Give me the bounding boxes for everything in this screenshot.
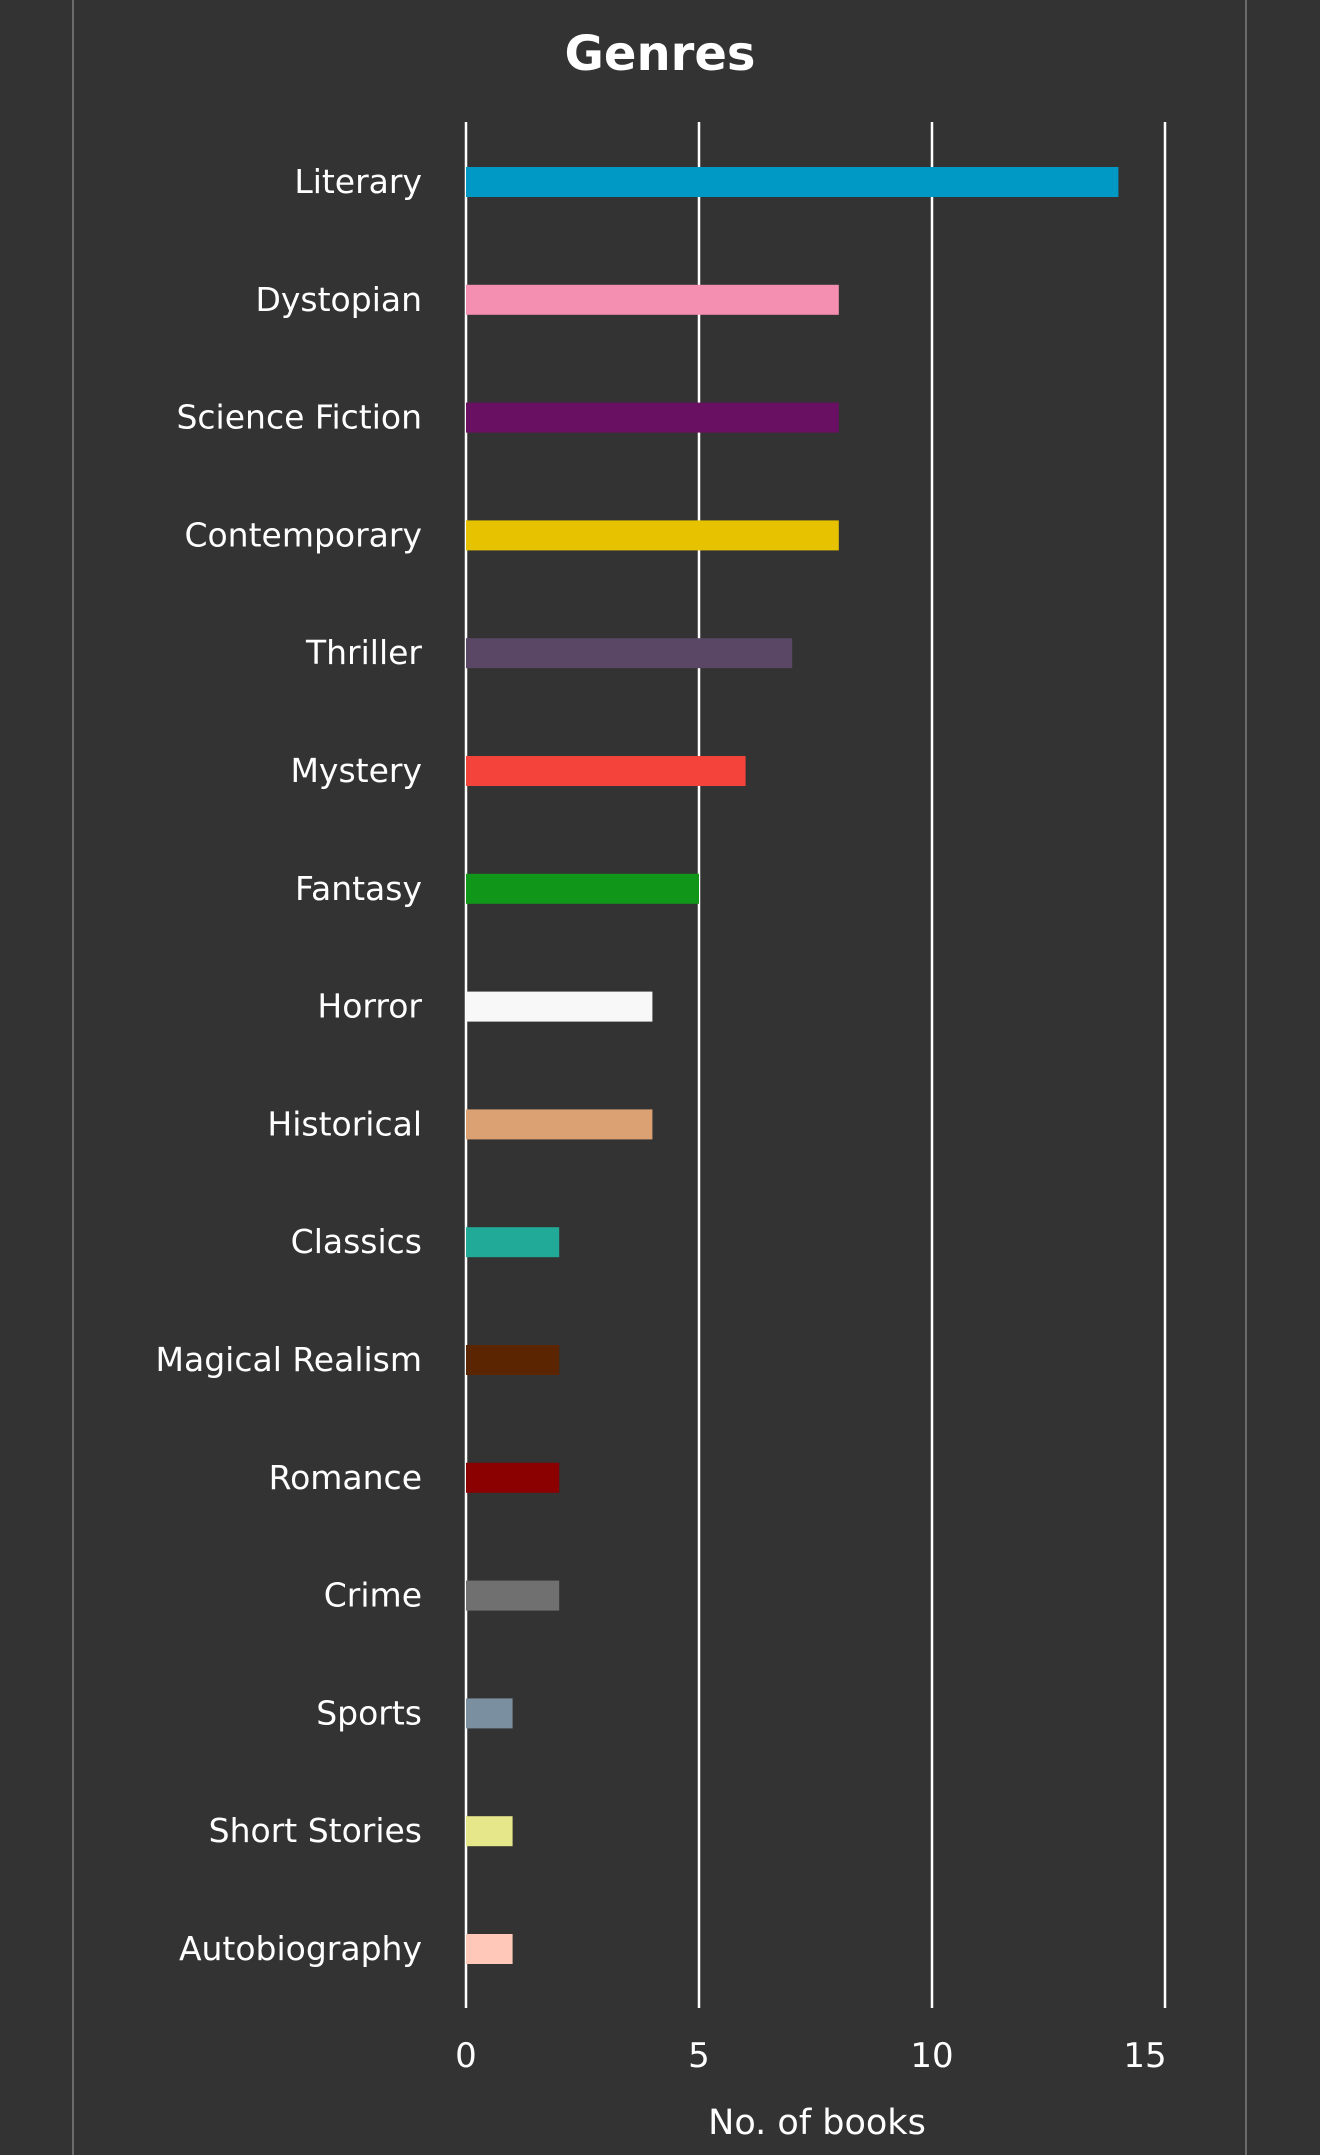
x-tick-label: 15 bbox=[1123, 2036, 1166, 2076]
bar-crime[interactable] bbox=[466, 1580, 560, 1611]
x-axis-title: No. of books bbox=[708, 2103, 926, 2143]
category-label: Crime bbox=[324, 1576, 422, 1615]
category-label: Thriller bbox=[305, 633, 422, 672]
category-label: Horror bbox=[317, 987, 422, 1026]
x-tick-label: 5 bbox=[688, 2036, 710, 2076]
chart-title: Genres bbox=[565, 26, 756, 82]
bar-short-stories[interactable] bbox=[466, 1816, 513, 1847]
category-label: Contemporary bbox=[184, 515, 422, 554]
bar-historical[interactable] bbox=[466, 1109, 653, 1140]
bar-layer bbox=[466, 167, 1119, 1964]
bar-classics[interactable] bbox=[466, 1227, 560, 1258]
x-tick-labels: 0 5 10 15 bbox=[455, 2036, 1166, 2076]
bar-contemporary[interactable] bbox=[466, 520, 839, 551]
bar-literary[interactable] bbox=[466, 167, 1119, 197]
category-label: Classics bbox=[291, 1222, 422, 1261]
category-label: Autobiography bbox=[179, 1929, 422, 1968]
category-label: Literary bbox=[294, 162, 422, 201]
category-label: Science Fiction bbox=[176, 398, 422, 437]
right-border bbox=[1245, 0, 1247, 2155]
category-label: Mystery bbox=[290, 751, 422, 790]
category-label: Short Stories bbox=[209, 1811, 422, 1850]
category-label: Fantasy bbox=[295, 869, 422, 908]
bar-dystopian[interactable] bbox=[466, 284, 839, 315]
bar-science-fiction[interactable] bbox=[466, 402, 839, 433]
bar-magical-realism[interactable] bbox=[466, 1345, 560, 1375]
bar-fantasy[interactable] bbox=[466, 873, 699, 904]
category-label: Historical bbox=[267, 1104, 422, 1143]
category-labels: Literary Dystopian Science Fiction Contempo… bbox=[156, 162, 423, 1968]
x-tick-label: 10 bbox=[910, 2036, 953, 2076]
x-tick-label: 0 bbox=[455, 2036, 477, 2076]
bar-thriller[interactable] bbox=[466, 638, 793, 669]
bar-sports[interactable] bbox=[466, 1698, 513, 1729]
category-label: Magical Realism bbox=[156, 1340, 422, 1379]
bar-romance[interactable] bbox=[466, 1462, 560, 1493]
bar-autobiography[interactable] bbox=[466, 1934, 513, 1964]
bar-mystery[interactable] bbox=[466, 756, 746, 786]
category-label: Romance bbox=[269, 1458, 422, 1497]
category-label: Dystopian bbox=[255, 280, 422, 319]
left-border bbox=[72, 0, 74, 2155]
bar-horror[interactable] bbox=[466, 991, 653, 1022]
category-label: Sports bbox=[316, 1693, 422, 1732]
grid-layer bbox=[464, 122, 1167, 2008]
